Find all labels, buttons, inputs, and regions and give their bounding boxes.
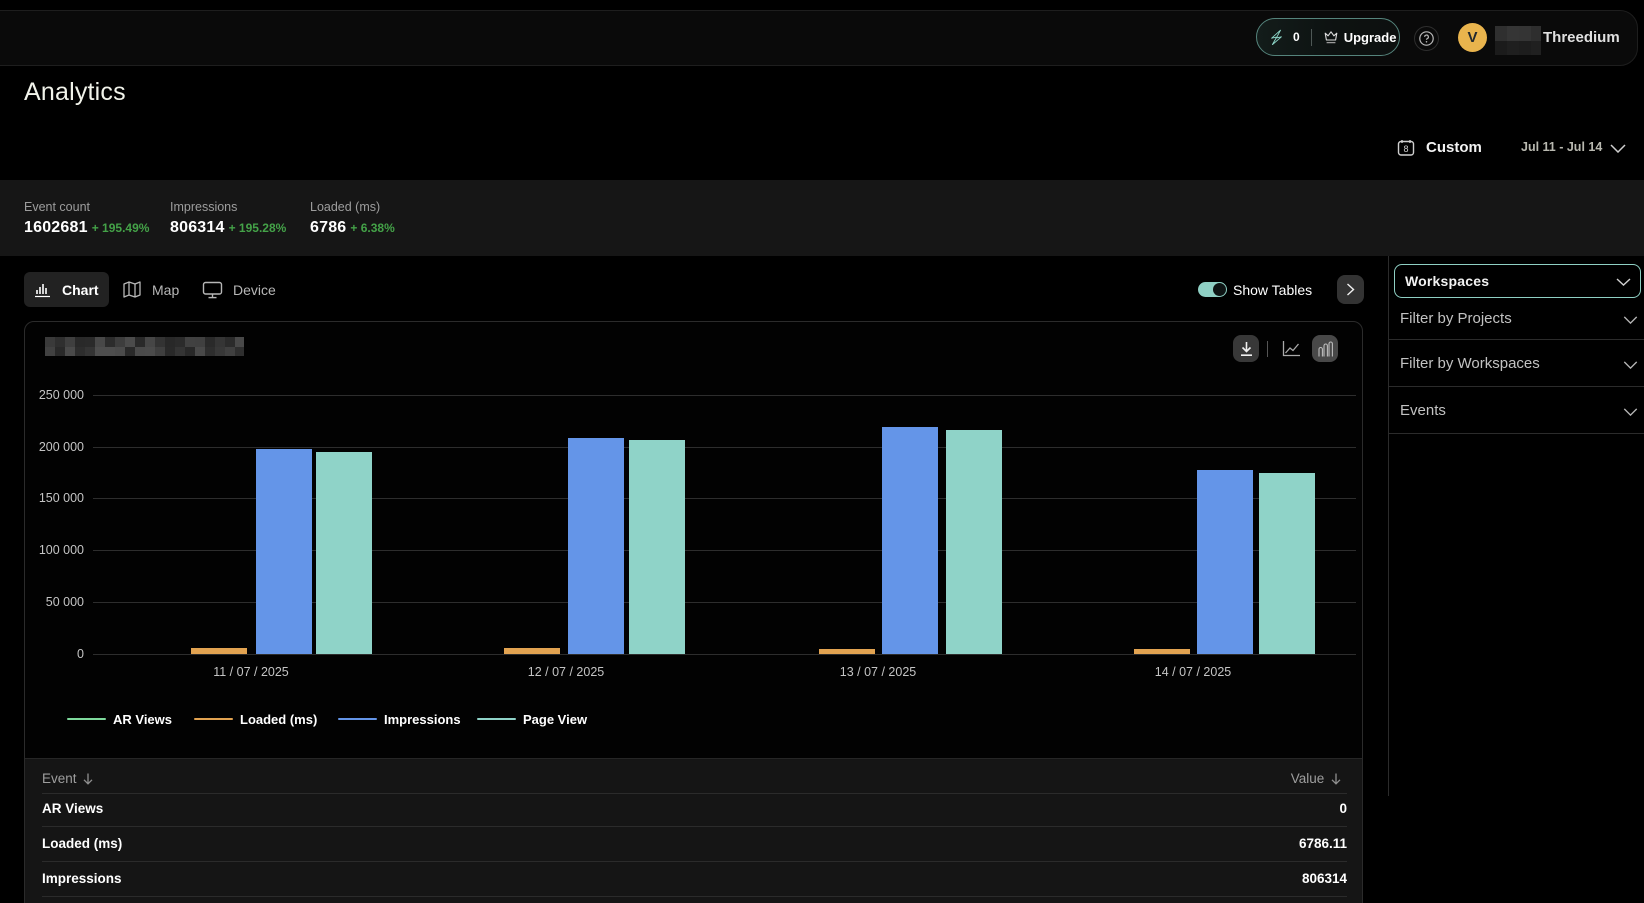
svg-text:8: 8 xyxy=(1403,144,1408,154)
